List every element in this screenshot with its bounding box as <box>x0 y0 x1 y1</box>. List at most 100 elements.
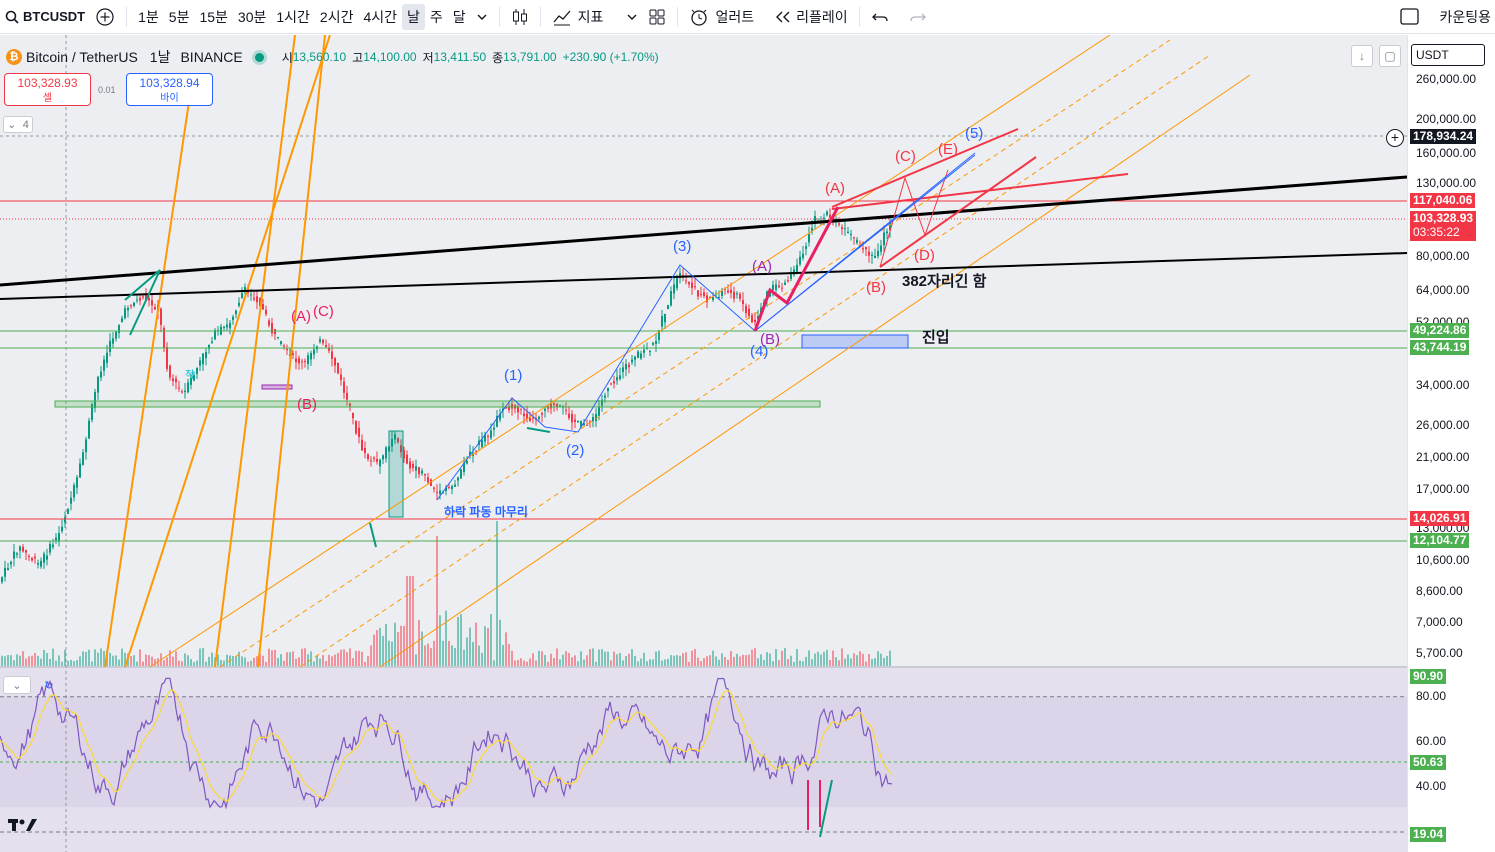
volume-bar <box>316 655 318 666</box>
candle-body <box>601 399 603 406</box>
wave-label-2[interactable]: (2) <box>566 442 585 459</box>
candle-body <box>718 296 720 298</box>
candle-body <box>154 307 156 310</box>
undo-button[interactable] <box>866 0 894 34</box>
candle-body <box>406 454 408 464</box>
timeframe-week[interactable]: 주 <box>429 8 443 25</box>
candle-body <box>346 392 348 400</box>
timeframe-5m[interactable]: 5분 <box>168 8 190 25</box>
orange-channel-mid <box>299 54 1211 668</box>
candle-body <box>55 537 57 541</box>
candle-body <box>553 403 555 406</box>
candle-body <box>229 322 231 329</box>
orange-trend-line <box>214 35 296 668</box>
arrow-down-icon[interactable]: ↓ <box>1351 45 1373 67</box>
symbol-search[interactable]: BTCUSDT <box>0 0 90 34</box>
note-small[interactable]: 적 <box>185 370 195 381</box>
timeframe-30m[interactable]: 30분 <box>237 8 267 25</box>
wave-label-1[interactable]: (1) <box>504 367 523 384</box>
wave-label-5[interactable]: (5) <box>965 125 984 142</box>
timeframe-15m[interactable]: 15분 <box>199 8 228 25</box>
rsi-refresh-button[interactable]: ↻ <box>35 676 63 694</box>
price-scale[interactable]: USDT 260,000.00 200,000.00 160,000.00 13… <box>1407 35 1495 852</box>
wave-label-a-top[interactable]: (A) <box>825 180 845 197</box>
volume-bar <box>10 655 12 666</box>
replay-button[interactable]: 리플레이 <box>769 0 853 34</box>
redo-button[interactable] <box>904 0 932 34</box>
candle-body <box>586 424 588 426</box>
rsi-low-label: 19.04 <box>1410 827 1447 842</box>
timeframe-4h[interactable]: 4시간 <box>363 8 397 25</box>
volume-bar <box>178 660 180 666</box>
timeframe-1m[interactable]: 1분 <box>138 8 159 25</box>
candle-body <box>712 297 714 300</box>
candle-body <box>613 381 615 384</box>
volume-bar <box>733 656 735 666</box>
wave-label-b-left[interactable]: (B) <box>297 396 317 413</box>
wave-label-c-left[interactable]: (C) <box>313 303 334 320</box>
volume-bar <box>256 656 258 666</box>
volume-bar <box>79 656 81 666</box>
candle-body <box>856 239 858 244</box>
volume-bar <box>589 649 591 666</box>
rsi-collapse-button[interactable]: ⌄ <box>3 676 31 694</box>
candle-body <box>310 352 312 360</box>
volume-bar <box>769 653 771 666</box>
wave-label-a-left[interactable]: (A) <box>291 308 311 325</box>
chart-legend: ₿ Bitcoin / TetherUS 1날 BINANCE 시 13,560.… <box>6 47 659 67</box>
sell-button[interactable]: 103,328.93 셀 <box>4 73 91 106</box>
note-382[interactable]: 382자리긴 함 <box>902 273 987 290</box>
volume-bar <box>847 654 849 666</box>
timeframe-month[interactable]: 달 <box>452 8 466 25</box>
timeframe-2h[interactable]: 2시간 <box>319 8 354 25</box>
alert-button[interactable]: 얼러트 <box>684 0 759 34</box>
wave-label-a-mid[interactable]: (A) <box>752 258 772 275</box>
timeframe-1h[interactable]: 1시간 <box>276 8 310 25</box>
note-entry[interactable]: 진입 <box>922 329 950 346</box>
collapse-indicators-button[interactable]: ⌄ 4 <box>3 116 33 133</box>
candle-body <box>757 316 759 320</box>
chart-area[interactable]: ₿ Bitcoin / TetherUS 1날 BINANCE 시 13,560.… <box>0 35 1495 852</box>
candle-body <box>664 313 666 323</box>
candle-body <box>193 375 195 381</box>
compare-button[interactable] <box>90 0 120 34</box>
wave-label-e-top[interactable]: (E) <box>938 141 958 158</box>
volume-bar <box>64 649 66 666</box>
chart-canvas[interactable] <box>0 35 1407 852</box>
wave-label-3[interactable]: (3) <box>673 238 692 255</box>
chart-type-button[interactable] <box>506 0 534 34</box>
layout-name[interactable]: 카운팅용 <box>1439 8 1491 25</box>
indicators-button[interactable]: 지표 <box>547 0 609 34</box>
candle-body <box>97 376 99 393</box>
maximize-icon[interactable]: ▢ <box>1379 45 1401 67</box>
layout-checkbox[interactable] <box>1395 0 1434 34</box>
timeframe-day[interactable]: 날 <box>402 3 425 30</box>
wave-label-b-right[interactable]: (B) <box>866 279 886 296</box>
volume-bar <box>121 648 123 666</box>
volume-bar <box>841 648 843 666</box>
buy-button[interactable]: 103,328.94 바이 <box>126 73 213 106</box>
volume-bar <box>556 648 558 666</box>
volume-bar <box>649 659 651 666</box>
indicators-dropdown[interactable] <box>608 0 643 34</box>
crosshair-add-button[interactable]: + <box>1386 129 1404 147</box>
note-down-wave-end[interactable]: 하락 파동 마무리 <box>444 505 528 519</box>
layouts-button[interactable] <box>643 0 671 34</box>
currency-select[interactable]: USDT <box>1411 44 1485 66</box>
wave-label-4[interactable]: (4) <box>750 343 769 360</box>
tradingview-logo[interactable] <box>8 815 40 838</box>
volume-bar <box>511 650 513 666</box>
candle-body <box>328 347 330 351</box>
wave-label-b-mid[interactable]: (B) <box>760 331 780 348</box>
volume-bar <box>631 649 633 666</box>
timeframe-dropdown[interactable] <box>471 0 493 34</box>
candle-body <box>10 561 12 565</box>
candle-body <box>634 356 636 360</box>
wave-label-c-top[interactable]: (C) <box>895 148 916 165</box>
black-trend-line <box>0 252 1407 300</box>
wave-label-d-right[interactable]: (D) <box>914 247 935 264</box>
candle-body <box>811 227 813 232</box>
volume-bar <box>37 655 39 666</box>
orange-channel-mid <box>219 39 1171 668</box>
volume-bar <box>82 651 84 666</box>
